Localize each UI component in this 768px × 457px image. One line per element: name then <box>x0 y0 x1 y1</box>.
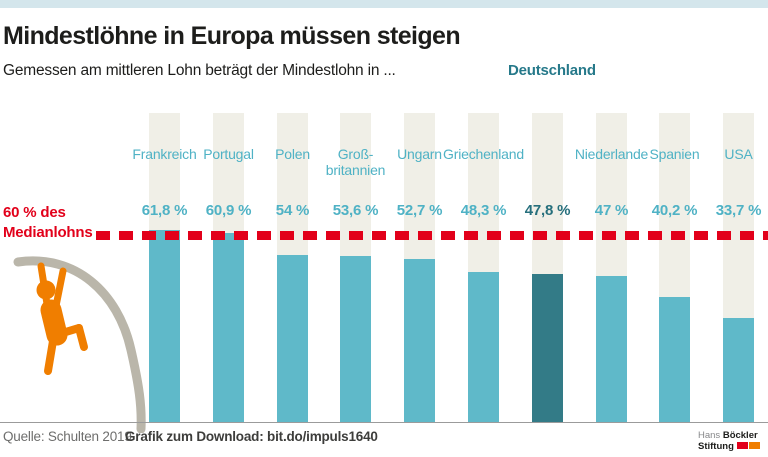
page-title: Mindestlöhne in Europa müssen steigen <box>3 22 461 50</box>
country-label: Frankreich <box>132 146 197 162</box>
source-note: Quelle: Schulten 2019 <box>3 429 132 444</box>
country-label: Polen <box>275 146 310 162</box>
reference-line-label-line1: 60 % des <box>3 204 66 221</box>
pole-icon <box>13 256 146 433</box>
value-label: 60,9 % <box>205 202 252 219</box>
value-label: 47 % <box>594 202 629 219</box>
logo-line1: Hans Böckler <box>698 430 762 441</box>
chart-baseline <box>0 422 768 423</box>
value-label: 40,2 % <box>651 202 698 219</box>
bar-portugal <box>213 233 244 422</box>
climber-figure-icon <box>36 262 88 375</box>
bar-grobritannien <box>340 256 371 422</box>
value-label: 47,8 % <box>524 202 571 219</box>
value-label: 53,6 % <box>332 202 379 219</box>
country-label: Portugal <box>203 146 254 162</box>
reference-line-60-percent <box>96 231 768 240</box>
country-label: USA <box>724 146 753 162</box>
logo-orange-square-icon <box>748 442 760 449</box>
bar-usa <box>723 318 754 422</box>
logo-red-square-icon <box>736 442 748 449</box>
country-label: Ungarn <box>397 146 442 162</box>
country-label: Niederlande <box>574 146 649 162</box>
bar-frankreich <box>149 230 180 422</box>
value-label: 54 % <box>275 202 310 219</box>
value-label: 61,8 % <box>141 202 188 219</box>
bar-spanien <box>659 297 690 422</box>
top-accent-strip <box>0 0 768 8</box>
logo-hans: Hans <box>698 430 721 441</box>
value-label: 52,7 % <box>396 202 443 219</box>
subtitle-highlight-deutschland: Deutschland <box>508 62 596 79</box>
page-subtitle: Gemessen am mittleren Lohn beträgt der M… <box>3 62 396 79</box>
country-label: Spanien <box>649 146 700 162</box>
bar-griechenland <box>468 272 499 422</box>
country-label: Groß- britannien <box>325 146 386 178</box>
bar-niederlande <box>596 276 627 422</box>
logo-mark-icon <box>736 441 760 452</box>
logo-line2: Stiftung <box>698 441 762 452</box>
download-note: Grafik zum Download: bit.do/impuls1640 <box>125 429 378 444</box>
value-label: 48,3 % <box>460 202 507 219</box>
hans-boeckler-stiftung-logo: Hans Böckler Stiftung <box>698 430 762 452</box>
pole-vaulter-icon <box>13 256 146 433</box>
bar-deutschland <box>532 274 563 422</box>
logo-stiftung: Stiftung <box>698 441 734 453</box>
reference-line-label-line2: Medianlohns <box>3 224 93 241</box>
reference-line-label: 60 % des Medianlohns <box>3 203 93 243</box>
value-label: 33,7 % <box>715 202 762 219</box>
logo-boeckler: Böckler <box>722 430 758 441</box>
bar-polen <box>277 255 308 422</box>
country-label: Griechenland <box>443 146 524 162</box>
bar-ungarn <box>404 259 435 422</box>
